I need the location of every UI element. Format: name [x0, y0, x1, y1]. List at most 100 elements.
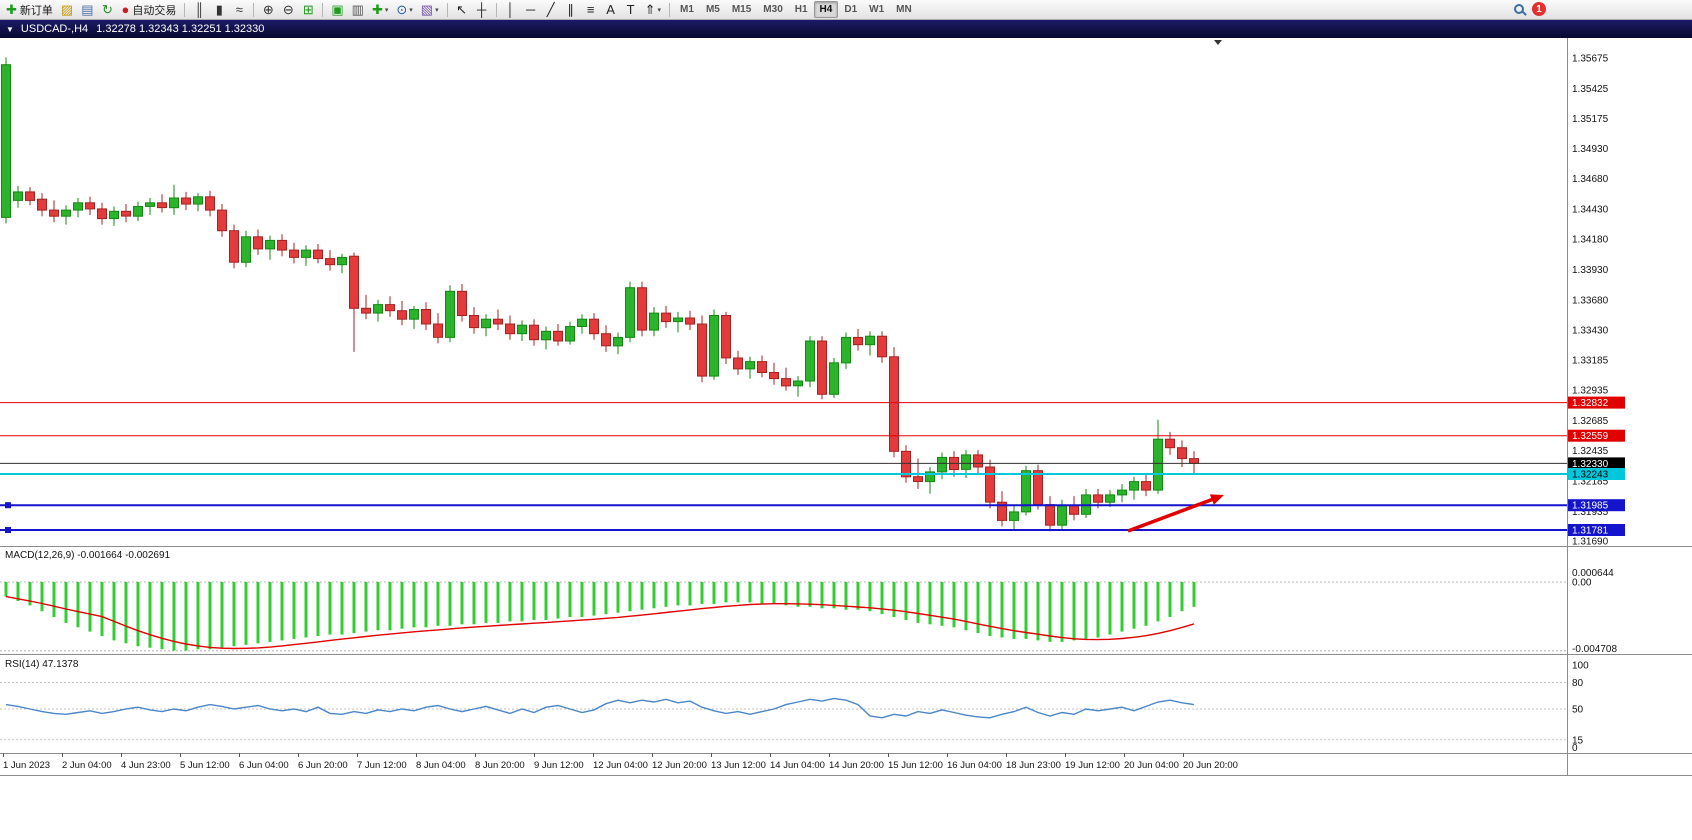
dropdown-caret-icon: ▾: [409, 6, 413, 14]
new-chart-button[interactable]: ▣: [327, 1, 347, 19]
arrows-dropdown[interactable]: ⇑ ▾: [641, 1, 665, 19]
auto-trading-button[interactable]: ● 自动交易: [118, 1, 181, 19]
collapse-chart-icon[interactable]: ▼: [6, 24, 14, 34]
notification-badge[interactable]: 1: [1532, 2, 1546, 16]
horizontal-line-button[interactable]: ─: [521, 1, 541, 19]
chart-canvas[interactable]: MACD(12,26,9) -0.001664 -0.002691 RSI(14)…: [0, 38, 1692, 840]
equidistant-channel-button[interactable]: ∥: [561, 1, 581, 19]
candle: [265, 239, 275, 250]
candle: [721, 315, 731, 359]
candle: [181, 197, 191, 205]
macd-scale-label: 0.000644: [1572, 568, 1614, 579]
candle: [1117, 489, 1127, 496]
candle: [1009, 511, 1019, 521]
candle: [73, 202, 83, 211]
new-chart-icon: ▣: [331, 2, 344, 17]
indicators-dropdown[interactable]: ✚ ▾: [368, 1, 392, 19]
candle: [325, 258, 335, 266]
price-tag-text: 1.32330: [1572, 459, 1609, 470]
time-axis-label: 14 Jun 20:00: [829, 760, 884, 771]
timeframe-m1-button[interactable]: M1: [680, 4, 694, 15]
cursor-icon: ↖: [456, 2, 468, 17]
price-scale-label: 1.32185: [1572, 477, 1609, 488]
chart-list-button[interactable]: ▥: [348, 1, 368, 19]
text-button[interactable]: A: [601, 1, 621, 19]
time-axis-label: 8 Jun 20:00: [475, 760, 525, 771]
refresh-button[interactable]: ↻: [98, 1, 118, 19]
candle: [937, 456, 947, 473]
fibonacci-icon: ≡: [586, 2, 595, 17]
candlestick-chart-icon: ▮: [215, 2, 223, 17]
zoom-in-button[interactable]: ⊕: [258, 1, 278, 19]
time-axis-label: 12 Jun 20:00: [652, 760, 707, 771]
timeframe-mn-button[interactable]: MN: [896, 4, 912, 15]
chart-titlebar[interactable]: ▼ USDCAD-,H4 1.32278 1.32343 1.32251 1.3…: [0, 20, 1692, 38]
new-order-button[interactable]: ✚ 新订单: [2, 1, 57, 19]
vertical-line-button[interactable]: │: [501, 1, 521, 19]
timeframe-w1-button[interactable]: W1: [869, 4, 885, 15]
timeframe-h1-button[interactable]: H1: [794, 4, 808, 15]
support-line-blue-lower-handle[interactable]: [5, 527, 11, 533]
periods-icon: ⊙: [396, 2, 408, 17]
candle: [457, 290, 467, 317]
candle: [133, 206, 143, 217]
price-scale-label: 1.31690: [1572, 537, 1609, 548]
time-axis-label: 12 Jun 04:00: [593, 760, 648, 771]
trendline-button[interactable]: ╱: [541, 1, 561, 19]
price-scale[interactable]: 1.35675 1.35425 1.35175 1.34930 1.34680 1.344…: [1568, 54, 1625, 755]
timeframe-m15-button[interactable]: M15: [731, 4, 752, 15]
candlestick-series: [1, 57, 1199, 532]
fibonacci-button[interactable]: ≡: [581, 1, 601, 19]
price-scale-label: 1.31935: [1572, 507, 1609, 518]
cursor-button[interactable]: ↖: [452, 1, 472, 19]
time-axis-label: 9 Jun 12:00: [534, 760, 584, 771]
candle: [613, 336, 623, 347]
candle: [109, 210, 119, 220]
templates-dropdown[interactable]: ▧ ▾: [417, 1, 443, 19]
time-axis[interactable]: 1 Jun 2023 2 Jun 04:00 4 Jun 23:00 5 Jun 12…: [3, 753, 1238, 771]
candle: [517, 324, 527, 335]
candle: [829, 362, 839, 395]
rsi-level-label: 100: [1572, 661, 1589, 672]
line-chart-button[interactable]: ≈: [229, 1, 249, 19]
timeframe-d1-button[interactable]: D1: [844, 4, 858, 15]
timeframe-m5-button[interactable]: M5: [705, 4, 720, 15]
candle: [661, 312, 671, 323]
toolbar-separator: [446, 2, 448, 17]
templates-icon: ▧: [420, 2, 434, 17]
support-line-blue-upper-handle[interactable]: [5, 502, 11, 509]
candlestick-chart-button[interactable]: ▮: [209, 1, 229, 19]
macd-label: MACD(12,26,9) -0.001664 -0.002691: [5, 550, 171, 561]
crosshair-button[interactable]: ┼: [472, 1, 492, 19]
candle: [1177, 447, 1187, 460]
candle: [925, 471, 935, 483]
candle: [469, 315, 479, 329]
zoom-out-button[interactable]: ⊖: [278, 1, 298, 19]
periods-dropdown[interactable]: ⊙ ▾: [392, 1, 416, 19]
candle: [709, 315, 719, 377]
search-icon[interactable]: [1514, 4, 1524, 14]
time-axis-label: 15 Jun 12:00: [888, 760, 943, 771]
candle: [997, 501, 1007, 521]
print-button[interactable]: ▤: [77, 1, 97, 19]
time-axis-label: 18 Jun 23:00: [1006, 760, 1061, 771]
vertical-line-icon: │: [506, 2, 515, 17]
timeframe-h4-button[interactable]: H4: [813, 1, 839, 18]
price-scale-label: 1.35175: [1572, 114, 1609, 125]
tile-windows-button[interactable]: ⊞: [298, 1, 318, 19]
resistance-line-upper-tag: [1568, 396, 1625, 409]
text-label-button[interactable]: T: [621, 1, 641, 19]
timeframe-m30-button[interactable]: M30: [763, 4, 783, 15]
macd-signal-line: [5, 595, 1195, 650]
trendline-icon: ╱: [546, 2, 555, 17]
new-order-icon: ✚: [6, 2, 17, 17]
bar-chart-button[interactable]: ║: [189, 1, 209, 19]
chart-title-ohlc: 1.32278 1.32343 1.32251 1.32330: [96, 23, 265, 35]
scroll-to-end-marker[interactable]: [1214, 40, 1222, 45]
price-tag-text: 1.32243: [1572, 470, 1609, 481]
trend-arrow[interactable]: [1127, 496, 1217, 533]
price-scale-label: 1.32935: [1572, 386, 1609, 397]
charts-profile-button[interactable]: ▨: [57, 1, 77, 19]
candle: [865, 335, 875, 346]
candle: [97, 208, 107, 220]
